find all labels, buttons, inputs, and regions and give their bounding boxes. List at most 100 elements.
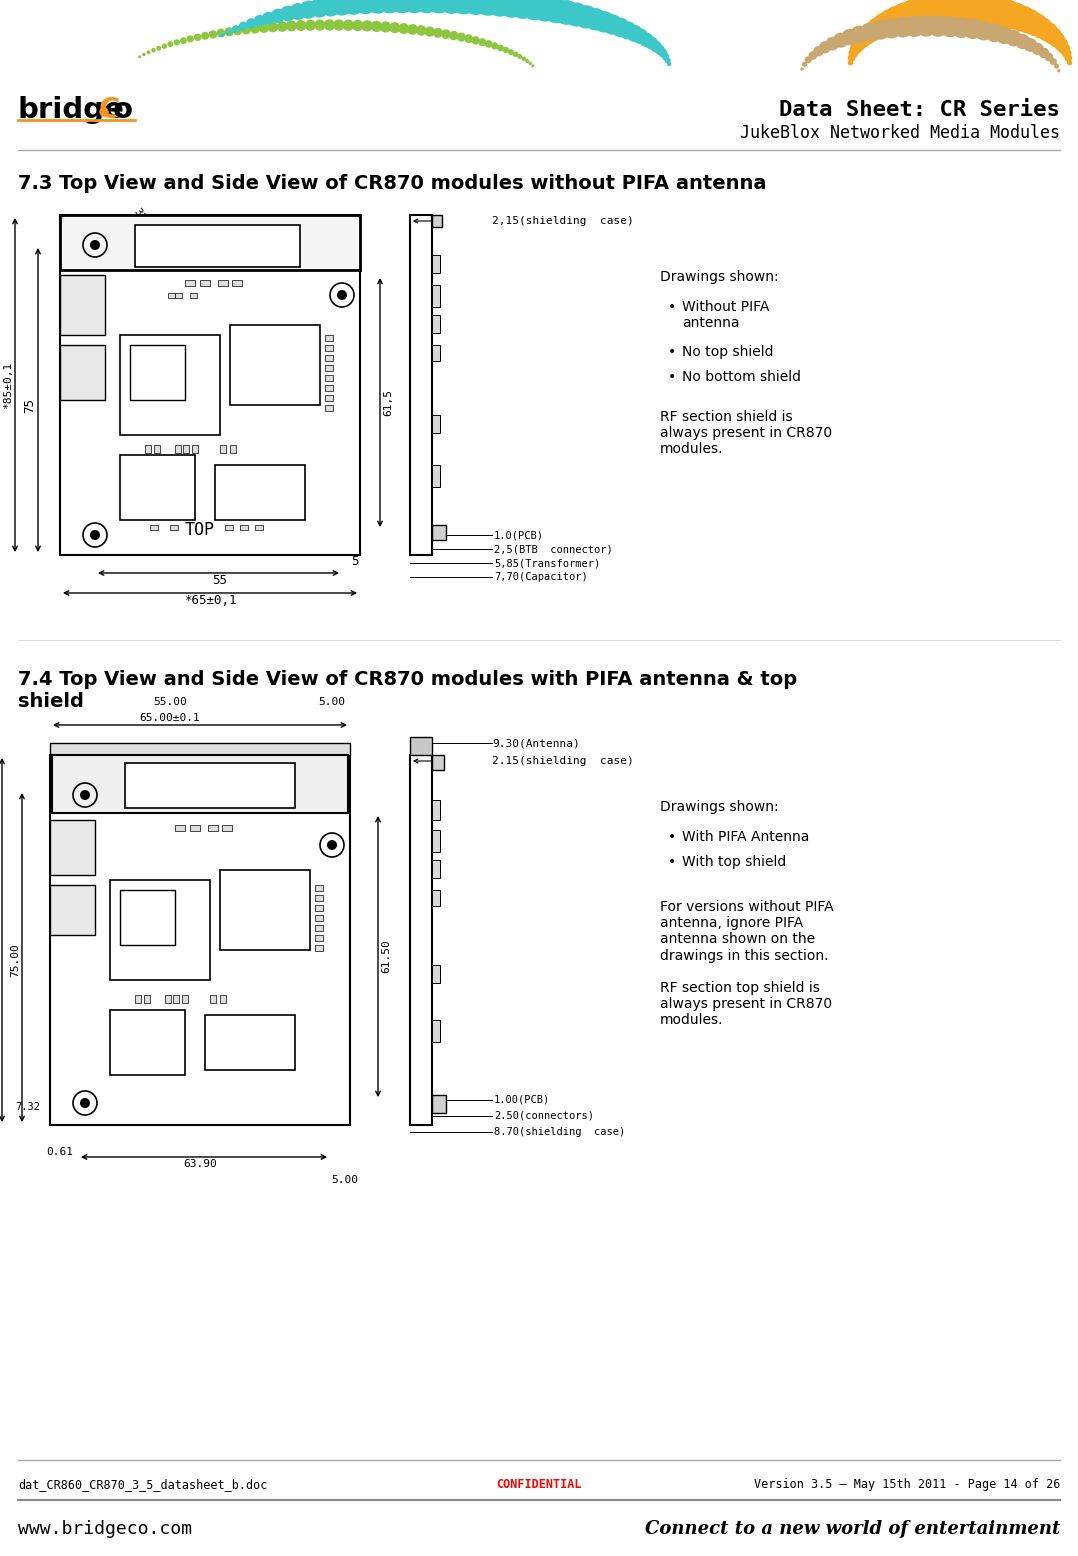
Circle shape [315,20,324,30]
Circle shape [986,25,1004,42]
Circle shape [594,12,614,31]
Circle shape [263,12,275,23]
Circle shape [80,790,89,800]
Bar [185,280,195,286]
Bar [120,335,220,436]
Text: *85±0,1: *85±0,1 [3,361,13,409]
Text: With PIFA Antenna: With PIFA Antenna [682,829,810,843]
Circle shape [634,30,648,44]
Circle shape [305,20,315,30]
Text: dat_CR860_CR870_3_5_datasheet_b.doc: dat_CR860_CR870_3_5_datasheet_b.doc [18,1478,267,1491]
Circle shape [1033,44,1044,54]
Text: TOP: TOP [185,521,215,538]
Bar [135,994,141,1004]
Circle shape [425,26,434,36]
Circle shape [479,39,485,45]
Circle shape [526,59,528,62]
Circle shape [152,48,155,51]
Bar [432,215,442,227]
Circle shape [533,65,534,67]
Text: 7.4 Top View and Side View of CR870 modules with PIFA antenna & top
shield: 7.4 Top View and Side View of CR870 modu… [18,671,797,711]
Text: 7.32: 7.32 [15,1102,40,1113]
Bar [324,384,333,391]
Text: 2.50(connectors): 2.50(connectors) [494,1111,594,1120]
Circle shape [871,20,889,39]
Text: 2.15(shielding  case): 2.15(shielding case) [492,756,634,766]
Bar [324,395,333,401]
Text: 3*Ø3,2: 3*Ø3,2 [132,207,165,244]
Circle shape [529,62,531,64]
Text: •: • [668,300,676,314]
Text: bridge: bridge [18,96,125,124]
Bar [110,881,210,980]
Circle shape [390,23,400,33]
Circle shape [848,54,855,61]
Bar [150,524,158,531]
Circle shape [272,9,285,22]
Circle shape [975,22,993,40]
Bar [60,345,105,400]
Text: 5.00: 5.00 [332,1175,359,1186]
Bar [315,915,323,921]
Circle shape [80,1099,89,1108]
Circle shape [439,0,465,12]
Bar [183,445,189,453]
Bar [432,285,440,307]
Circle shape [337,289,347,300]
Circle shape [853,37,866,50]
Circle shape [1050,59,1056,64]
Circle shape [1032,17,1052,39]
Circle shape [407,25,417,34]
Text: CONFIDENTIAL: CONFIDENTIAL [496,1478,582,1491]
Circle shape [810,51,816,59]
Circle shape [814,47,823,56]
Bar [232,280,241,286]
Text: No bottom shield: No bottom shield [682,370,801,384]
Text: www.bridgeco.com: www.bridgeco.com [18,1520,192,1537]
Bar [432,1095,446,1113]
Circle shape [665,58,669,62]
Bar [432,800,440,820]
Circle shape [1001,3,1027,30]
Bar [215,465,305,520]
Circle shape [89,531,100,540]
Bar [324,366,333,370]
Text: •: • [668,345,676,359]
Circle shape [851,44,861,54]
Text: 5: 5 [351,554,359,568]
Circle shape [225,28,233,36]
Circle shape [1046,53,1053,61]
Bar [60,275,105,335]
Bar [110,1010,185,1075]
Circle shape [848,61,853,65]
Text: Version 3.5 – May 15th 2011 - Page 14 of 26: Version 3.5 – May 15th 2011 - Page 14 of… [754,1478,1060,1491]
Bar [432,345,440,361]
Text: 1.0(PCB): 1.0(PCB) [494,531,544,540]
Circle shape [863,22,882,40]
Bar [208,825,218,831]
Bar [410,738,432,755]
Circle shape [492,44,498,48]
Text: 65.00±0.1: 65.00±0.1 [140,713,201,724]
Text: Drawings shown:: Drawings shown: [660,271,778,285]
Circle shape [188,36,193,42]
Text: 5,85(Transformer): 5,85(Transformer) [494,559,600,568]
Circle shape [924,0,953,23]
Bar [324,375,333,381]
Bar [432,829,440,853]
Circle shape [868,17,888,39]
Circle shape [655,45,664,54]
Text: 61.50: 61.50 [381,940,391,972]
Text: 2,5(BTB  connector): 2,5(BTB connector) [494,545,612,554]
Bar [432,890,440,906]
Bar [315,924,323,930]
Circle shape [873,14,895,36]
Text: •: • [668,829,676,843]
Circle shape [233,26,238,33]
Circle shape [296,20,306,31]
Circle shape [1010,6,1035,31]
Bar [50,755,350,1125]
Circle shape [194,34,201,40]
Circle shape [904,17,925,36]
Circle shape [907,0,936,26]
